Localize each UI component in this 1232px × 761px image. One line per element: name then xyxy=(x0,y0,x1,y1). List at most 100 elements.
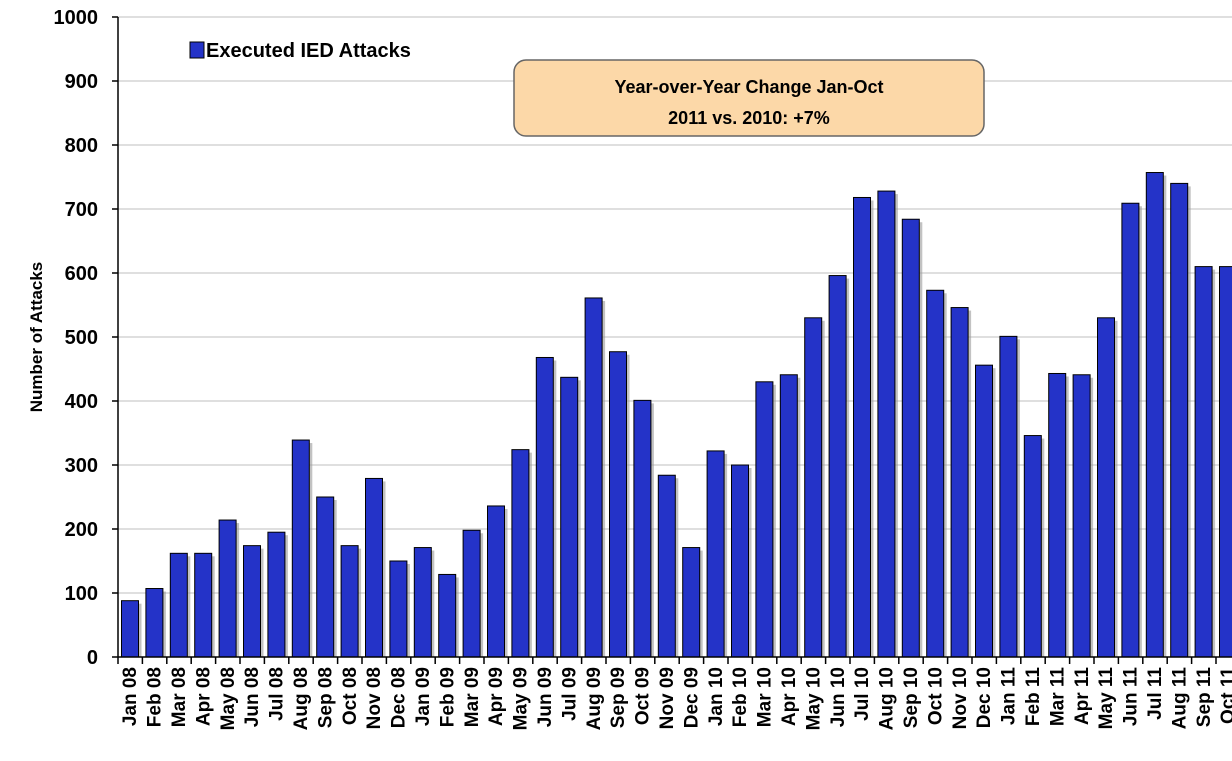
x-tick-label: Feb 11 xyxy=(1023,667,1044,727)
bar xyxy=(218,519,237,658)
x-tick-label: Mar 09 xyxy=(462,667,483,727)
legend-label: Executed IED Attacks xyxy=(206,40,411,62)
bar xyxy=(901,218,920,658)
y-axis-ticks: 0 100 200 300 400 500 600 700 800 900 1000 xyxy=(54,7,118,669)
x-tick-label: Jun 10 xyxy=(828,667,849,727)
bar xyxy=(560,376,579,658)
bar xyxy=(1145,172,1164,658)
annotation-line-2: 2011 vs. 2010: +7% xyxy=(668,108,830,128)
bar xyxy=(535,356,554,658)
bar xyxy=(755,381,774,658)
bar xyxy=(1170,182,1189,658)
bar xyxy=(438,573,457,658)
bar xyxy=(633,399,652,658)
bar xyxy=(169,552,188,658)
x-tick-label: May 11 xyxy=(1096,667,1117,730)
bar-series xyxy=(121,172,1232,658)
y-tick-label: 300 xyxy=(65,455,98,477)
x-tick-label: Dec 08 xyxy=(389,667,410,728)
x-tick-label: Sep 11 xyxy=(1194,667,1215,728)
y-tick-label: 900 xyxy=(65,71,98,93)
y-tick-label: 600 xyxy=(65,263,98,285)
x-tick-label: Aug 10 xyxy=(877,667,898,730)
x-tick-label: Dec 10 xyxy=(974,667,995,728)
x-tick-label: Oct 11 xyxy=(1218,667,1232,724)
y-tick-label: 400 xyxy=(65,391,98,413)
x-tick-label: Sep 09 xyxy=(608,667,629,728)
bar xyxy=(194,552,213,658)
bar xyxy=(682,547,701,658)
x-tick-label: Apr 11 xyxy=(1072,667,1093,726)
x-tick-label: Aug 11 xyxy=(1169,667,1190,730)
x-tick-label: Jun 11 xyxy=(1121,667,1142,727)
x-tick-label: Apr 10 xyxy=(779,667,800,726)
annotation-box: Year-over-Year Change Jan-Oct 2011 vs. 2… xyxy=(513,59,985,137)
x-tick-label: Mar 08 xyxy=(169,667,190,727)
bar xyxy=(487,505,505,658)
bar xyxy=(1219,266,1232,658)
x-tick-label: Oct 08 xyxy=(340,667,361,725)
bar xyxy=(999,335,1018,658)
bar xyxy=(1048,372,1067,658)
bar xyxy=(657,474,676,658)
y-tick-label: 200 xyxy=(65,519,98,541)
axes xyxy=(117,17,1232,658)
bar xyxy=(926,289,945,658)
x-tick-label: May 09 xyxy=(511,667,532,730)
bar xyxy=(340,545,359,658)
bar xyxy=(413,547,432,658)
bar xyxy=(243,545,261,658)
x-tick-label: Nov 10 xyxy=(950,667,971,729)
x-tick-label: Sep 08 xyxy=(315,667,336,728)
y-tick-label: 1000 xyxy=(54,7,99,29)
bar xyxy=(950,307,969,658)
x-tick-label: Apr 09 xyxy=(486,667,507,726)
x-tick-label: Jan 09 xyxy=(413,667,434,726)
bar xyxy=(853,196,871,658)
bar xyxy=(1097,317,1115,658)
x-tick-label: Oct 10 xyxy=(925,667,946,725)
x-tick-label: Jul 11 xyxy=(1145,667,1166,720)
x-tick-label: Mar 11 xyxy=(1047,667,1068,727)
bar xyxy=(365,477,383,658)
x-axis-ticks: Jan 08 Feb 08 Mar 08 Apr 08 May 08 Jun 08 Jul … xyxy=(117,657,1232,730)
annotation-background xyxy=(513,59,985,137)
bar xyxy=(1194,266,1213,658)
bar xyxy=(975,364,993,658)
bar xyxy=(389,560,408,658)
x-tick-label: Jan 11 xyxy=(999,667,1020,726)
x-tick-label: Jan 10 xyxy=(706,667,727,726)
bar xyxy=(511,449,530,658)
bar xyxy=(731,464,749,658)
x-tick-label: Aug 09 xyxy=(584,667,605,730)
bar xyxy=(121,600,139,658)
x-tick-label: Dec 09 xyxy=(681,667,702,728)
x-tick-label: Jun 09 xyxy=(535,667,556,727)
bar xyxy=(267,531,286,658)
bar xyxy=(804,317,823,658)
x-tick-label: Apr 08 xyxy=(193,667,214,726)
x-tick-label: Jul 10 xyxy=(852,667,873,721)
x-tick-label: Jul 08 xyxy=(267,667,288,721)
x-tick-label: Feb 10 xyxy=(730,667,751,727)
y-tick-label: 100 xyxy=(65,583,98,605)
bar xyxy=(462,529,481,658)
x-tick-label: Feb 09 xyxy=(437,667,458,727)
y-tick-label: 700 xyxy=(65,199,98,221)
bar xyxy=(779,374,798,658)
x-tick-label: Feb 08 xyxy=(145,667,166,727)
bar xyxy=(1023,435,1042,658)
x-tick-label: May 10 xyxy=(803,667,824,730)
y-tick-label: 500 xyxy=(65,327,98,349)
y-tick-label: 800 xyxy=(65,135,98,157)
y-tick-label: 0 xyxy=(87,647,98,669)
bar xyxy=(877,190,896,658)
x-tick-label: Oct 09 xyxy=(633,667,654,725)
bar xyxy=(316,496,335,658)
x-tick-label: Nov 08 xyxy=(364,667,385,729)
legend: Executed IED Attacks xyxy=(189,40,411,62)
bar xyxy=(609,351,627,658)
annotation-line-1: Year-over-Year Change Jan-Oct xyxy=(614,77,883,97)
legend-swatch xyxy=(189,41,205,59)
